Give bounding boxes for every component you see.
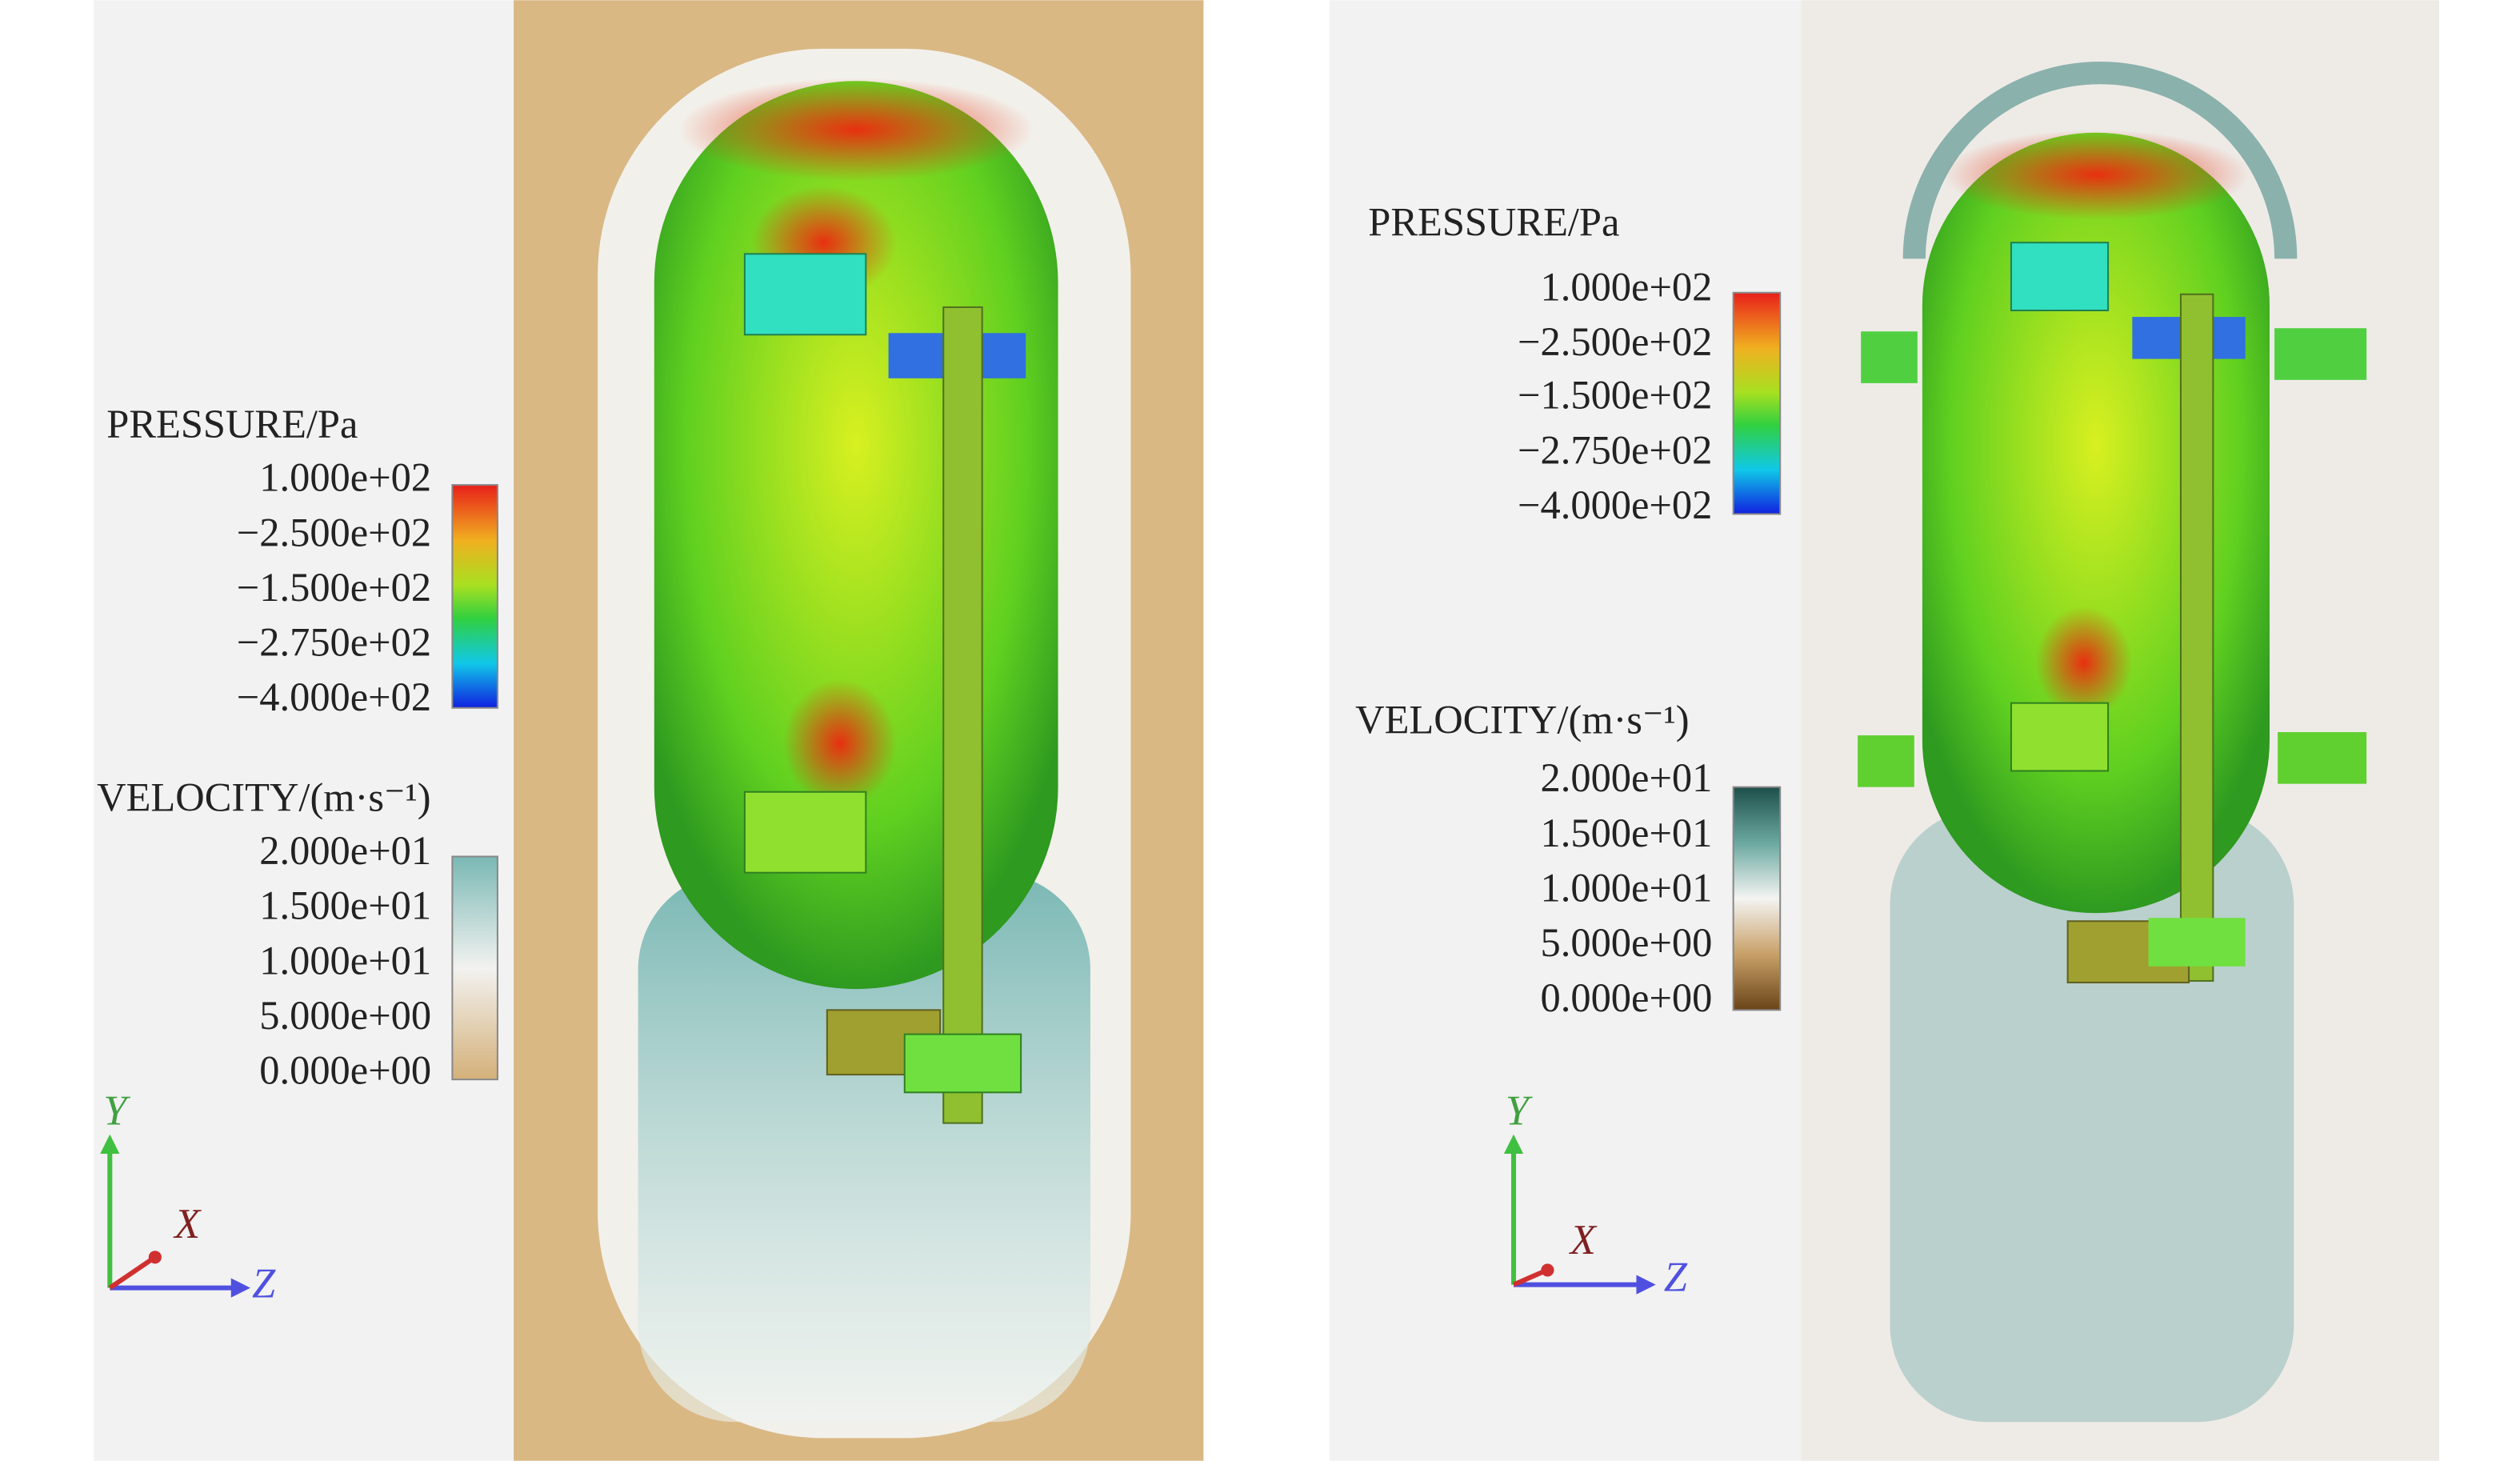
left-panel: PRESSURE/Pa 1.000e+02 −2.500e+02 −1.500e… <box>94 0 1204 1461</box>
axis-triad: Y X Z <box>1503 1088 1688 1301</box>
pressure-label: −2.500e+02 <box>237 510 431 554</box>
module <box>2010 702 2110 772</box>
hot-spot <box>2035 606 2133 719</box>
pressure-label: −2.750e+02 <box>237 620 431 665</box>
velocity-title: VELOCITY/(m·s⁻¹) <box>1355 698 1689 743</box>
module <box>2274 328 2367 380</box>
axis-label: Y <box>103 1088 130 1135</box>
pressure-colorbar <box>451 484 498 709</box>
pressure-label: 1.000e+02 <box>1540 264 1712 309</box>
hot-spot <box>1943 129 2250 220</box>
pressure-label: −1.500e+02 <box>237 565 431 610</box>
boom <box>942 306 983 1124</box>
axis-label: X <box>173 1201 202 1247</box>
velocity-label: 1.000e+01 <box>259 938 431 983</box>
module <box>903 1033 1022 1094</box>
module <box>2148 918 2246 967</box>
pressure-label: −4.000e+02 <box>1518 482 1712 527</box>
velocity-label: 1.500e+01 <box>259 883 431 928</box>
pressure-title: PRESSURE/Pa <box>106 402 358 446</box>
velocity-label: 1.500e+01 <box>1540 811 1712 855</box>
velocity-colorbar <box>1732 786 1782 1011</box>
velocity-label: 2.000e+01 <box>259 828 431 873</box>
velocity-label: 5.000e+00 <box>1540 920 1712 965</box>
velocity-label: 0.000e+00 <box>259 1048 431 1093</box>
right-panel: PRESSURE/Pa 1.000e+02 −2.500e+02 −1.500e… <box>1329 0 2440 1461</box>
hot-spot <box>783 678 897 808</box>
module <box>1858 735 1914 787</box>
velocity-label: 0.000e+00 <box>1540 975 1712 1020</box>
module <box>743 253 867 336</box>
axis-label: Z <box>252 1261 276 1307</box>
pressure-label: −4.000e+02 <box>237 674 431 719</box>
pressure-label: −2.750e+02 <box>1518 427 1712 472</box>
axis-label: Y <box>1506 1088 1533 1135</box>
module <box>2010 242 2110 312</box>
pressure-label: −1.500e+02 <box>1518 373 1712 418</box>
velocity-label: 2.000e+01 <box>1540 755 1712 800</box>
velocity-colorbar <box>451 855 498 1081</box>
module <box>743 791 867 874</box>
velocity-label: 1.000e+01 <box>1540 866 1712 911</box>
pressure-colorbar <box>1732 291 1782 515</box>
axis-label: X <box>1569 1217 1598 1263</box>
axis-triad: Y X Z <box>100 1088 276 1307</box>
velocity-label: 5.000e+00 <box>259 993 431 1038</box>
pressure-title: PRESSURE/Pa <box>1368 200 1619 245</box>
shock <box>1902 62 2298 259</box>
axis-label: Z <box>1664 1255 1688 1301</box>
boom <box>2179 293 2214 982</box>
module <box>2278 732 2367 784</box>
pressure-label: −2.500e+02 <box>1518 319 1712 364</box>
velocity-title: VELOCITY/(m·s⁻¹) <box>97 775 430 819</box>
pressure-label: 1.000e+02 <box>259 455 431 500</box>
hot-spot <box>678 78 1034 182</box>
module <box>1861 331 1918 383</box>
